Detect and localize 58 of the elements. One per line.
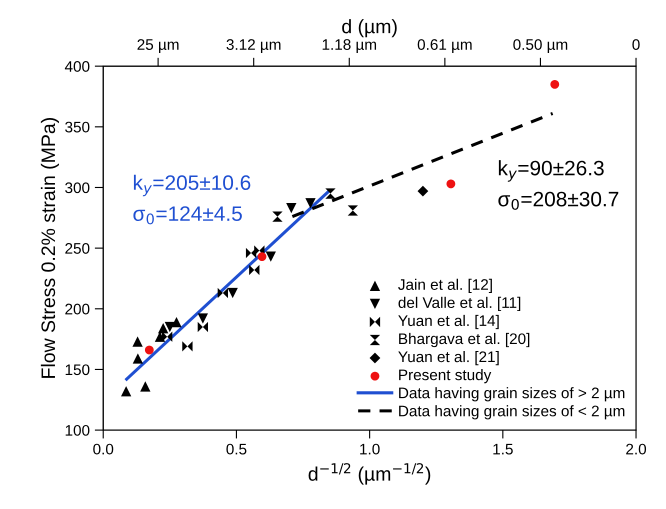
annotation: k$_{y}$=90±26.3 — [498, 160, 604, 182]
text: 25 µm — [137, 39, 178, 53]
annotation: σ$_{0}$=124±4.5 — [133, 206, 242, 224]
x-tick-label: 2.0 — [626, 444, 646, 455]
legend-label: Present study — [399, 369, 492, 384]
point — [266, 251, 276, 262]
legend-label: Jain et al. [12] — [398, 278, 492, 293]
y-tick-label: 350 — [65, 122, 90, 133]
point — [348, 205, 358, 216]
point — [272, 211, 283, 222]
y-tick-label: 400 — [64, 61, 90, 72]
y-tick-label: 200 — [65, 304, 90, 314]
x-tick-label: 0.5 — [226, 444, 246, 455]
y-tick-label: 100 — [66, 424, 90, 436]
x-tick-label: 1.0 — [360, 444, 380, 455]
legend-label: Data having grain sizes of < 2 µm — [399, 405, 624, 420]
annotation: k$_{y}$=205±10.6 — [134, 174, 250, 196]
legend-label: del Valle et al. [11] — [398, 296, 520, 312]
point — [132, 336, 143, 347]
text: 0 — [632, 39, 640, 50]
legend-label: Data having grain sizes of > 2 µm — [399, 387, 624, 402]
point — [218, 288, 228, 298]
legend-label: Yuan et al. [14] — [398, 314, 499, 330]
point — [198, 313, 208, 324]
point — [228, 288, 238, 298]
legend-label: Bhargava et al. [20] — [399, 332, 530, 348]
x-axis-title: d$^{−1/2}$ (µm$^{−1/2}$) — [308, 463, 430, 485]
point — [140, 381, 150, 392]
point — [182, 341, 193, 352]
x-tick-label: 0.0 — [93, 444, 114, 455]
point — [418, 186, 428, 196]
legend-label: Yuan et al. [21] — [398, 350, 499, 366]
x2-axis-title: d (µm) — [342, 19, 397, 38]
text: 1.18 µm — [322, 39, 376, 53]
annotation: σ$_{0}$=208±30.7 — [498, 192, 618, 210]
point — [164, 322, 175, 332]
y-tick-label: 250 — [65, 243, 90, 254]
point — [120, 386, 132, 396]
point — [446, 179, 456, 188]
y-tick-label: 300 — [65, 182, 90, 194]
point — [162, 332, 172, 342]
point — [286, 202, 296, 214]
text: 3.12 µm — [226, 39, 280, 53]
point — [258, 252, 266, 262]
point — [171, 316, 182, 328]
point — [132, 353, 144, 364]
point — [158, 323, 168, 334]
point — [305, 198, 316, 208]
point — [325, 188, 336, 199]
y-tick-label: 150 — [66, 364, 90, 376]
point — [144, 346, 154, 354]
point — [198, 322, 208, 332]
text: 0.50 µm — [513, 39, 568, 53]
y-axis-title: Flow Stress 0.2% strain (MPa) — [40, 118, 59, 378]
text: 0.61 µm — [418, 39, 472, 53]
x-tick-label: 1.5 — [493, 444, 513, 455]
point — [550, 80, 560, 89]
point — [249, 264, 260, 276]
